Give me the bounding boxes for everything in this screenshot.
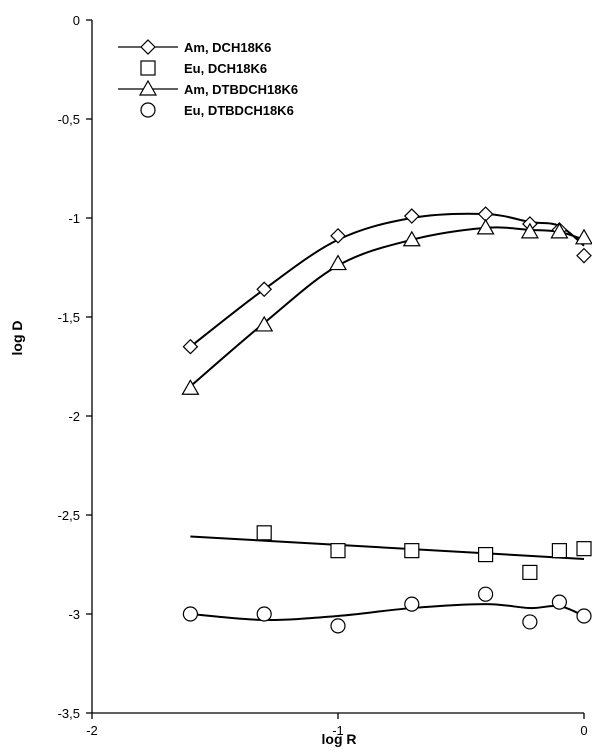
- am-dtbdch18k6-point: [520, 222, 539, 239]
- eu-dch18k6-point: [330, 543, 346, 559]
- y-tick-label: -0,5: [58, 112, 80, 127]
- x-tick-label: 0: [580, 723, 587, 738]
- eu-dch18k6-legend-label: Eu, DCH18K6: [184, 61, 267, 76]
- am-dtbdch18k6-point: [476, 218, 495, 235]
- legend: Am, DCH18K6 Eu, DCH18K6 Am, DTBDCH18K6 Eu, …: [118, 39, 298, 118]
- am-dtbdch18k6-trend-line: [189, 226, 585, 388]
- am-dch18k6-legend-label: Am, DCH18K6: [184, 40, 271, 55]
- eu-dch18k6-legend-marker: [140, 60, 156, 76]
- am-dtbdch18k6-legend-marker: [138, 79, 158, 96]
- eu-dch18k6-point: [522, 564, 538, 581]
- x-tick-label: -1: [332, 723, 344, 738]
- am-dtbdch18k6-point: [402, 230, 421, 247]
- series-markers: [181, 206, 592, 634]
- eu-dch18k6-point: [478, 546, 494, 563]
- eu-dtbdch18k6-legend-label: Eu, DTBDCH18K6: [184, 103, 294, 118]
- eu-dtbdch18k6-point: [330, 618, 346, 634]
- am-dch18k6-point: [330, 227, 346, 244]
- y-tick-label: 0: [73, 13, 80, 28]
- am-dch18k6-point: [576, 247, 592, 264]
- eu-dtbdch18k6-point: [182, 606, 198, 622]
- eu-dtbdch18k6-point: [404, 596, 420, 612]
- am-dch18k6-point: [403, 208, 420, 224]
- y-tick-label: -1: [68, 211, 80, 226]
- y-tick-label: -2,5: [58, 508, 80, 523]
- series-lines: [189, 212, 585, 621]
- eu-dtbdch18k6-point: [256, 606, 272, 622]
- am-dtbdch18k6-point: [181, 379, 200, 395]
- y-tick-label: -3: [68, 607, 80, 622]
- x-tick-label: -2: [86, 723, 98, 738]
- y-tick-label: -1,5: [58, 310, 80, 325]
- y-tick-label: -3,5: [58, 706, 80, 721]
- x-axis-title: log R: [322, 731, 357, 747]
- am-dch18k6-point: [182, 338, 199, 355]
- eu-dtbdch18k6-legend-marker: [140, 102, 156, 118]
- am-dtbdch18k6-legend-label: Am, DTBDCH18K6: [184, 82, 298, 97]
- y-tick-label: -2: [68, 409, 80, 424]
- am-dch18k6-point: [256, 281, 273, 298]
- eu-dch18k6-point: [551, 543, 568, 559]
- eu-dch18k6-trend-line: [190, 535, 585, 560]
- eu-dtbdch18k6-point: [551, 594, 568, 610]
- eu-dch18k6-point: [256, 525, 272, 541]
- y-axis-title: log D: [9, 321, 25, 356]
- eu-dch18k6-point: [404, 543, 420, 559]
- eu-dtbdch18k6-point: [522, 614, 538, 630]
- am-dtbdch18k6-point: [550, 222, 569, 239]
- am-dtbdch18k6-point: [328, 254, 348, 271]
- axes: 0 -0,5 -1 -1,5 -2 -2,5 -3 -3,5 -2 -1 0: [58, 13, 588, 738]
- eu-dtbdch18k6-point: [478, 586, 494, 602]
- am-dtbdch18k6-point: [574, 228, 592, 245]
- am-dch18k6-legend-marker: [140, 39, 156, 55]
- eu-dtbdch18k6-point: [576, 608, 592, 624]
- eu-dch18k6-point: [576, 541, 592, 557]
- am-dtbdch18k6-point: [255, 315, 274, 332]
